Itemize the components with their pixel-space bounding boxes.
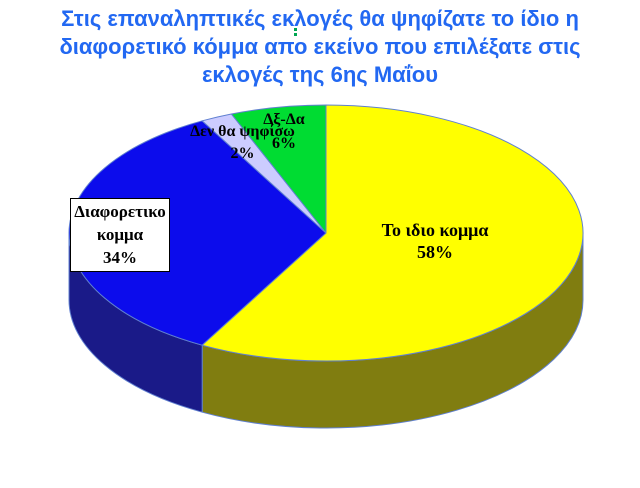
pie-slice-0: [201, 104, 584, 362]
pie-label-different-party-text-line2: κομμα: [96, 225, 144, 244]
pie-label-wont-vote: Δεν θα ψηφίσω 2%: [160, 121, 325, 165]
pie-slice-1: [68, 120, 327, 346]
chart-title: Στις επαναληπτικές εκλογές θα ψηφίζατε τ…: [0, 5, 640, 89]
pie-label-dont-know: Δξ-Δα 6%: [234, 108, 334, 156]
green-artifact-dot-bottom: [294, 33, 297, 36]
pie-label-same-party-pct: 58%: [417, 242, 453, 262]
pie-label-dont-know-pct: 6%: [272, 135, 296, 152]
chart-title-line-3: εκλογές της 6ης Μαΐου: [201, 62, 439, 87]
pie-slice-3: [230, 104, 327, 234]
pie-label-wont-vote-text: Δεν θα ψηφίσω: [190, 123, 295, 140]
pie-label-different-party-text-line1: Διαφορετικο: [74, 202, 166, 221]
pie-label-dont-know-text: Δξ-Δα: [263, 111, 305, 128]
pie-label-different-party: Διαφορετικο κομμα 34%: [70, 198, 170, 272]
pie-label-different-party-pct: 34%: [103, 248, 137, 267]
green-artifact-mark: [294, 28, 297, 38]
green-artifact-dot-top: [294, 28, 297, 31]
chart-title-line-2: διαφορετικό κόμμα απο εκείνο που επιλέξα…: [59, 34, 581, 59]
pie-label-wont-vote-pct: 2%: [230, 145, 255, 162]
pie-label-same-party-text: Το ιδιο κομμα: [381, 220, 489, 240]
pie-label-same-party: Το ιδιο κομμα 58%: [335, 219, 535, 263]
chart-title-line-1: Στις επαναληπτικές εκλογές θα ψηφίζατε τ…: [61, 6, 579, 31]
